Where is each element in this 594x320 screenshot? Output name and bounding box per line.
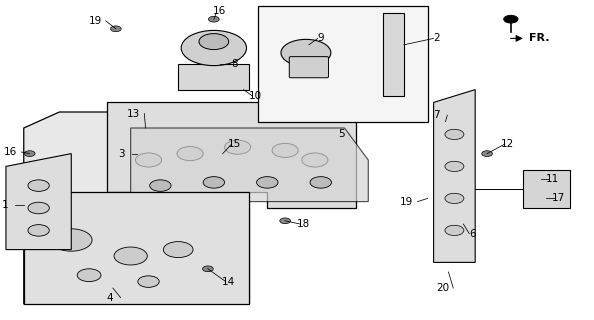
Circle shape <box>181 30 247 66</box>
Text: FR.: FR. <box>529 33 549 44</box>
Text: 18: 18 <box>296 219 309 229</box>
Bar <box>178 64 249 90</box>
Polygon shape <box>107 102 356 208</box>
Text: 17: 17 <box>552 193 565 204</box>
Circle shape <box>110 26 121 32</box>
Text: 7: 7 <box>433 110 440 120</box>
Text: 20: 20 <box>436 283 449 293</box>
Circle shape <box>203 266 213 272</box>
Text: 1: 1 <box>1 200 8 210</box>
Polygon shape <box>434 90 475 262</box>
Circle shape <box>28 202 49 214</box>
Circle shape <box>445 161 464 172</box>
Circle shape <box>199 34 229 50</box>
Text: 19: 19 <box>400 196 413 207</box>
Circle shape <box>310 177 331 188</box>
Text: 16: 16 <box>213 6 226 16</box>
Circle shape <box>114 247 147 265</box>
Text: 16: 16 <box>4 147 17 157</box>
Bar <box>258 6 428 122</box>
Text: 9: 9 <box>317 33 324 44</box>
Text: 2: 2 <box>433 33 440 44</box>
Bar <box>523 170 570 208</box>
Circle shape <box>28 180 49 191</box>
Circle shape <box>138 276 159 287</box>
Circle shape <box>135 153 162 167</box>
Circle shape <box>203 177 225 188</box>
Circle shape <box>225 140 251 154</box>
FancyBboxPatch shape <box>289 57 328 78</box>
Circle shape <box>77 269 101 282</box>
Circle shape <box>257 177 278 188</box>
Circle shape <box>272 143 298 157</box>
Polygon shape <box>383 13 404 96</box>
Text: 5: 5 <box>338 129 345 140</box>
Circle shape <box>208 16 219 22</box>
Circle shape <box>163 242 193 258</box>
Polygon shape <box>131 128 368 202</box>
Text: 12: 12 <box>501 139 514 149</box>
Circle shape <box>177 147 203 161</box>
Text: 13: 13 <box>127 108 140 119</box>
Text: 8: 8 <box>231 59 238 69</box>
Bar <box>24 192 249 304</box>
Text: 4: 4 <box>106 292 113 303</box>
Text: 3: 3 <box>118 148 125 159</box>
Circle shape <box>280 218 290 224</box>
Text: 6: 6 <box>469 228 476 239</box>
Circle shape <box>24 151 35 156</box>
Circle shape <box>445 193 464 204</box>
Circle shape <box>302 153 328 167</box>
Text: 14: 14 <box>222 276 235 287</box>
Polygon shape <box>6 154 71 250</box>
Circle shape <box>482 151 492 156</box>
Text: 11: 11 <box>546 174 559 184</box>
Circle shape <box>445 129 464 140</box>
Polygon shape <box>24 112 249 304</box>
Text: 10: 10 <box>249 91 262 101</box>
Circle shape <box>150 180 171 191</box>
Text: 15: 15 <box>228 139 241 149</box>
Circle shape <box>504 15 518 23</box>
Circle shape <box>28 225 49 236</box>
Circle shape <box>50 229 92 251</box>
Text: 19: 19 <box>89 16 102 26</box>
Circle shape <box>445 225 464 236</box>
Circle shape <box>281 39 331 66</box>
